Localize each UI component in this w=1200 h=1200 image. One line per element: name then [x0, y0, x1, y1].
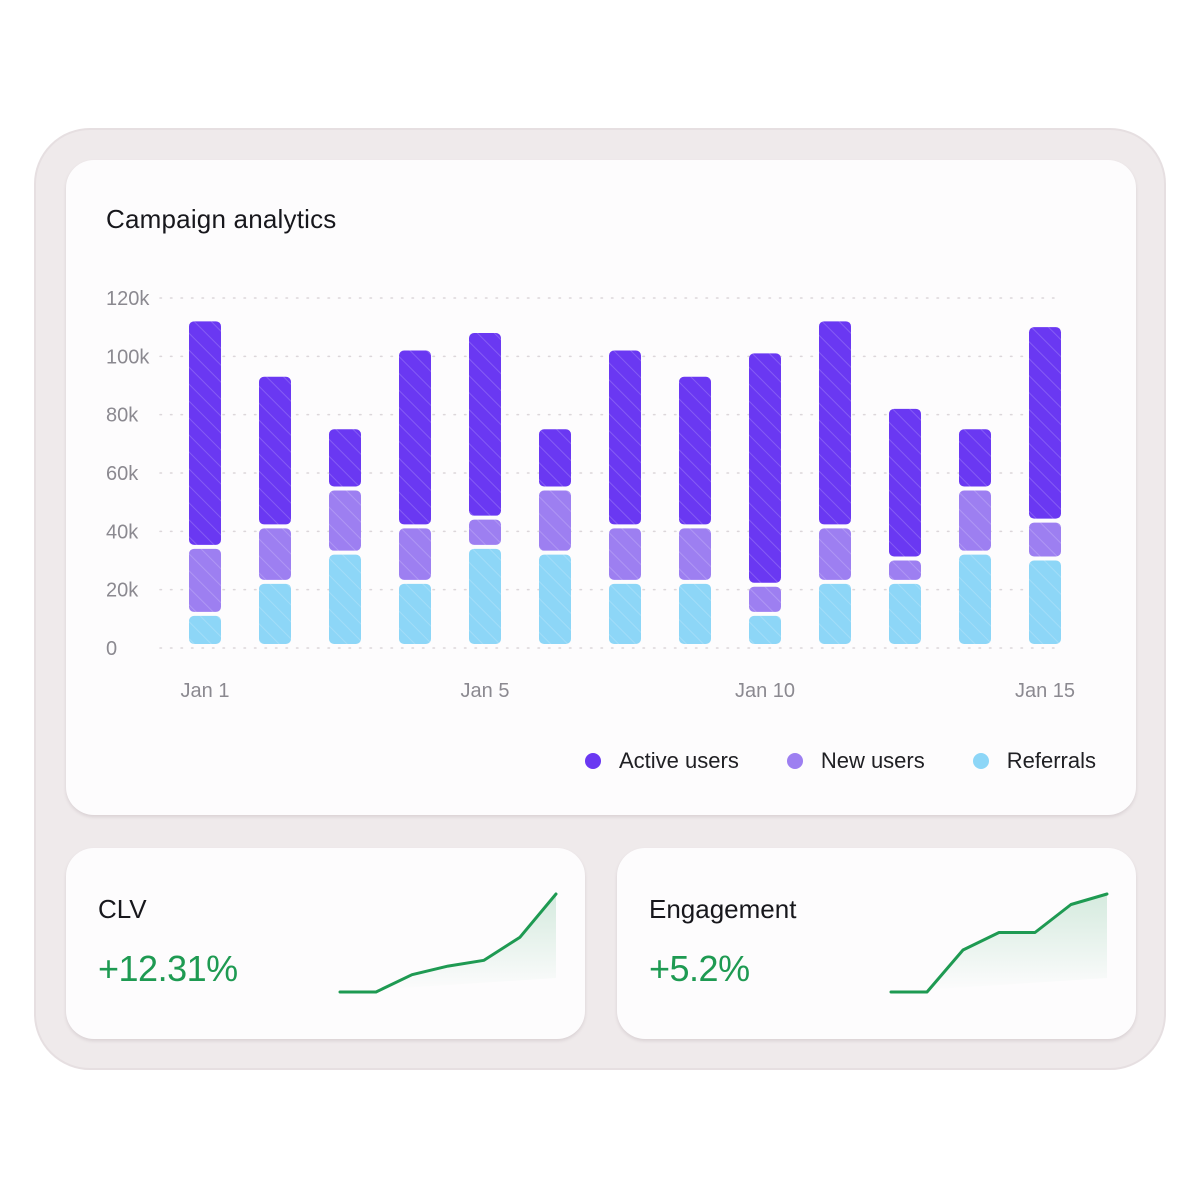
engagement-card: Engagement +5.2% — [617, 848, 1136, 1039]
bar-referrals — [329, 554, 361, 644]
bar-referrals — [889, 583, 921, 644]
bar-active-users — [1029, 327, 1061, 519]
bar-referrals — [679, 583, 711, 644]
y-tick-label: 40k — [106, 521, 139, 543]
bar-new-users — [399, 528, 431, 580]
y-tick-label: 60k — [106, 463, 139, 485]
bar-new-users — [679, 528, 711, 580]
chart-legend: Active users New users Referrals — [537, 748, 1096, 774]
chart-title: Campaign analytics — [106, 204, 337, 234]
sparkline-area — [891, 894, 1107, 992]
x-tick-label: Jan 1 — [181, 680, 230, 702]
bar-referrals — [819, 583, 851, 644]
y-tick-label: 120k — [106, 288, 150, 310]
bar-active-users — [959, 429, 991, 487]
engagement-sparkline — [889, 892, 1109, 994]
y-tick-label: 80k — [106, 405, 139, 427]
legend-item-new-users: New users — [786, 748, 925, 774]
engagement-label: Engagement — [649, 894, 797, 924]
bar-referrals — [609, 583, 641, 644]
bar-referrals — [399, 583, 431, 644]
bar-active-users — [889, 408, 921, 557]
bar-new-users — [189, 548, 221, 612]
bar-active-users — [749, 353, 781, 583]
bar-referrals — [959, 554, 991, 644]
legend-label: New users — [820, 748, 925, 773]
bar-active-users — [609, 350, 641, 525]
clv-value: +12.31% — [98, 948, 238, 989]
bar-active-users — [539, 429, 571, 487]
legend-item-referrals: Referrals — [972, 748, 1096, 774]
bar-referrals — [259, 583, 291, 644]
bar-new-users — [539, 490, 571, 551]
x-tick-label: Jan 15 — [1015, 680, 1075, 702]
bar-new-users — [959, 490, 991, 551]
bar-new-users — [819, 528, 851, 580]
bar-active-users — [819, 321, 851, 525]
bar-new-users — [889, 560, 921, 580]
y-tick-label: 100k — [106, 346, 150, 368]
bar-active-users — [189, 321, 221, 545]
x-tick-label: Jan 5 — [461, 680, 510, 702]
sparkline-line — [889, 892, 1109, 994]
bar-referrals — [749, 615, 781, 644]
engagement-value: +5.2% — [649, 948, 750, 989]
legend-dot-icon — [786, 753, 803, 769]
legend-item-active-users: Active users — [585, 748, 739, 774]
y-tick-label: 0 — [106, 638, 117, 660]
bar-new-users — [329, 490, 361, 551]
bar-active-users — [329, 429, 361, 487]
bar-new-users — [259, 528, 291, 580]
legend-label: Active users — [619, 748, 739, 773]
bar-referrals — [539, 554, 571, 644]
clv-card: CLV +12.31% — [66, 848, 585, 1039]
bar-new-users — [469, 519, 501, 545]
legend-label: Referrals — [1006, 748, 1096, 773]
bar-referrals — [1029, 560, 1061, 644]
bar-new-users — [609, 528, 641, 580]
legend-dot-icon — [585, 753, 601, 769]
bar-active-users — [679, 376, 711, 525]
bar-active-users — [469, 333, 501, 516]
legend-dot-icon — [972, 753, 989, 769]
bar-active-users — [259, 376, 291, 525]
y-tick-label: 20k — [106, 580, 139, 602]
bar-new-users — [749, 586, 781, 612]
bar-new-users — [1029, 522, 1061, 557]
campaign-bar-chart: 0 20k 40k 60k 80k 100k 120k Jan 1 Jan 5 Jan 10 Jan… — [106, 288, 1075, 702]
bar-active-users — [399, 350, 431, 525]
sparkline-line — [338, 892, 558, 994]
clv-label: CLV — [98, 894, 147, 924]
campaign-analytics-card: Campaign analytics 0 20k 40k 60k 80k 100k 120k… — [66, 160, 1136, 815]
x-tick-label: Jan 10 — [735, 680, 795, 702]
sparkline-area — [340, 894, 556, 992]
bar-referrals — [189, 615, 221, 644]
bar-referrals — [469, 548, 501, 644]
clv-sparkline — [338, 892, 558, 994]
